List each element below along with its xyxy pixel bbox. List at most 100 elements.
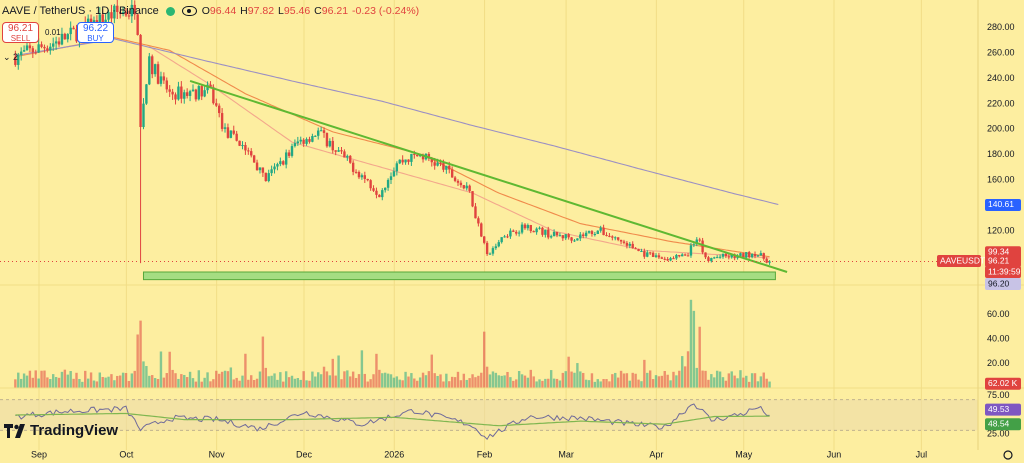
candle-body [244,145,247,151]
candle-body [369,180,372,189]
candle-body [383,187,387,191]
candle-body [718,256,722,258]
candle-body [194,89,198,100]
volume-bar [279,372,282,388]
price-label-box-bid [985,278,1021,291]
tradingview-logo-icon [4,423,25,438]
volume-bar [535,381,538,388]
volume-bar [69,371,72,388]
volume-bar [19,378,23,388]
candle-body [270,169,273,174]
volume-bar [768,381,771,388]
volume-bar [66,374,69,388]
volume-bar [226,371,230,388]
volume-bar [124,373,128,388]
candle-body [110,12,113,19]
volume-bar [81,381,84,388]
spread-value: 0.01 [45,28,61,37]
candle-body [730,254,733,258]
price-label-slow_ma: 140.61 [988,199,1014,209]
volume-bar [640,381,643,388]
volume-bar [369,379,372,388]
indicators-toggle[interactable]: ⌄ 2 [3,52,19,62]
candle-body [104,19,107,25]
candle-body [43,46,46,49]
candle-body [162,76,166,81]
volume-bar [52,374,55,388]
volume-bar [293,378,297,388]
volume-bar [485,366,489,388]
candle-body [34,52,37,54]
buy-button[interactable]: 96.22 BUY [77,22,114,43]
volume-bar [75,372,78,388]
volume-bar [107,376,110,388]
candle-body [238,140,241,146]
volume-bar [500,375,503,388]
candle-body [151,56,154,75]
volume-bar [148,375,151,388]
price-label-box-symbol [937,255,981,268]
market-status-icon [165,6,175,16]
symbol-title[interactable]: AAVE / TetherUS · 1D · Binance [2,5,159,17]
volume-bar [579,371,582,388]
volume-bar [328,375,332,388]
price-tick-label-3: 240.00 [987,73,1015,83]
volume-bar [445,373,448,388]
candle-body [465,185,468,189]
candle-body [701,240,704,253]
candle-body [739,253,742,256]
volume-bar [713,377,716,388]
volume-bar [381,373,384,388]
volume-bar [456,371,460,388]
candle-body [643,251,646,257]
eye-icon[interactable] [181,6,197,16]
rsi-value-box [985,403,1021,416]
candle-body [491,248,495,254]
volume-bar [401,380,404,388]
candle-body [520,224,524,233]
candle-body [407,159,410,162]
price-label-fast_ma: 99.34 [988,247,1010,257]
candle-body [675,254,678,259]
volume-bar [561,372,565,388]
volume-bar [273,373,276,388]
candle-body [346,155,349,158]
candle-body [121,12,125,14]
volume-bar [267,376,270,388]
candle-body [354,171,358,173]
volume-bar [582,372,585,388]
candle-body [165,80,168,90]
price-tick-label-6: 180.00 [987,149,1015,159]
volume-bar [28,370,32,388]
candle-body [17,55,20,65]
candle-body [302,139,305,144]
candle-body [622,241,626,243]
volume-bar [322,366,326,388]
volume-bar [290,375,294,388]
logo-text: TradingView [30,422,119,439]
candle-body [282,161,285,165]
volume-bar [118,375,122,388]
volume-bar [413,378,416,388]
volume-bar [549,370,553,388]
volume-bar [675,375,678,388]
volume-bar [730,371,733,388]
volume-bar [145,366,148,388]
volume-bar [136,334,139,388]
volume-bar [616,377,620,388]
candle-body [471,191,474,207]
candle-body [139,34,142,128]
candle-body [66,34,69,40]
candle-body [561,235,565,239]
candle-body [482,236,486,243]
price-tick-label-1: 280.00 [987,22,1015,32]
sell-button[interactable]: 96.21 SELL [2,22,39,43]
candle-body [255,162,259,171]
candle-body [448,165,451,170]
volume-bar [453,377,457,388]
volume-bar [520,374,524,388]
volume-bar [311,371,314,388]
price-tick-label-9: 120.00 [987,226,1015,236]
volume-bar [634,373,637,388]
